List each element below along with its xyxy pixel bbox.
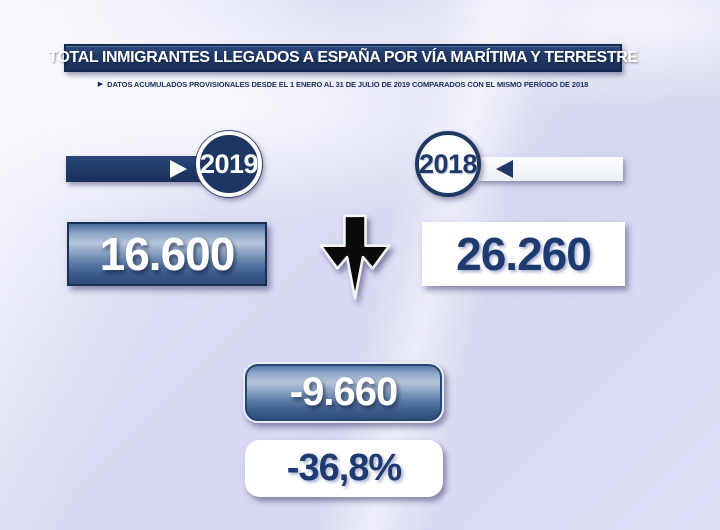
bullet-icon: ▶	[97, 81, 104, 88]
year-2019-badge: 2019	[196, 131, 262, 197]
difference-box: -9.660	[243, 362, 444, 423]
difference-text: -9.660	[289, 370, 398, 414]
year-2018-bar	[478, 157, 623, 181]
page-title: TOTAL INMIGRANTES LLEGADOS A ESPAÑA POR …	[48, 49, 638, 66]
year-2019-label: 2019	[199, 148, 259, 179]
value-2018-text: 26.260	[456, 228, 592, 280]
subtitle-row: ▶ DATOS ACUMULADOS PROVISIONALES DESDE E…	[64, 80, 622, 89]
value-2019-box: 16.600	[67, 222, 267, 286]
title-bar: TOTAL INMIGRANTES LLEGADOS A ESPAÑA POR …	[48, 44, 638, 72]
subtitle-text: DATOS ACUMULADOS PROVISIONALES DESDE EL …	[107, 80, 589, 89]
right-triangle-icon	[170, 160, 187, 178]
year-2018-badge: 2018	[415, 131, 481, 197]
value-2019-text: 16.600	[99, 228, 236, 280]
year-2018-label: 2018	[418, 148, 478, 179]
percent-text: -36,8%	[286, 447, 402, 489]
down-arrow-icon	[319, 214, 391, 300]
left-triangle-icon	[496, 160, 513, 178]
percent-box: -36,8%	[245, 440, 443, 497]
year-2019-bar	[66, 156, 206, 182]
value-2018-box: 26.260	[422, 222, 625, 286]
